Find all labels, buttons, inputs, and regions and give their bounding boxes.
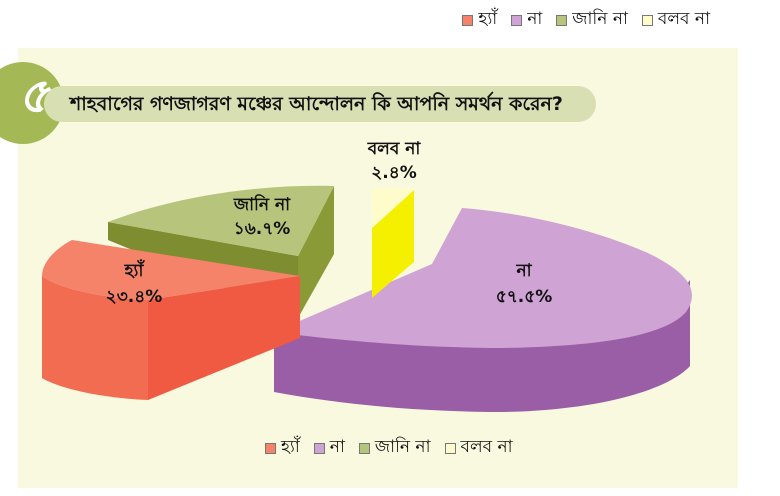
legend-swatch-dont-know: [556, 14, 568, 26]
label-yes-value: ২৩.৪%: [106, 287, 163, 307]
legend-top: হ্যাঁ না জানি না বলব না: [462, 6, 710, 34]
legend-swatch-no: [511, 14, 523, 26]
legend-bottom-item-yes: হ্যাঁ: [265, 434, 300, 462]
legend-bottom: হ্যাঁ না জানি না বলব না: [265, 434, 513, 462]
legend-item-wont-say: বলব না: [641, 6, 710, 34]
slice-yes-front: [148, 276, 300, 400]
legend-bottom-label-yes: হ্যাঁ: [281, 437, 300, 457]
label-dont-know-category: জানি না: [233, 193, 291, 215]
legend-swatch-yes: [462, 14, 474, 26]
slice-yes-side: [42, 276, 148, 400]
label-wont-say-category: বলব না: [367, 139, 422, 159]
legend-item-yes: হ্যাঁ: [462, 6, 497, 34]
legend-bottom-label-dont-know: জানি না: [374, 437, 431, 457]
label-dont-know-value: ১৬.৭%: [234, 219, 291, 239]
legend-bottom-swatch-dont-know: [358, 442, 370, 454]
legend-bottom-item-wont-say: বলব না: [444, 434, 513, 462]
legend-label-no: না: [527, 9, 543, 29]
legend-bottom-item-dont-know: জানি না: [358, 434, 431, 462]
label-no-value: ৫৭.৫%: [496, 287, 553, 307]
legend-item-no: না: [511, 6, 542, 34]
legend-item-dont-know: জানি না: [556, 6, 628, 34]
legend-label-wont-say: বলব না: [657, 9, 710, 29]
slice-wont-say-side: [372, 190, 414, 298]
legend-label-dont-know: জানি না: [572, 9, 628, 29]
label-wont-say-value: ২.৪%: [371, 163, 417, 183]
legend-label-yes: হ্যাঁ: [478, 9, 498, 29]
slice-dont-know-side: [298, 186, 334, 318]
slice-no: [274, 208, 692, 412]
legend-bottom-swatch-no: [313, 442, 325, 454]
legend-bottom-item-no: না: [313, 434, 345, 462]
question-text: শাহবাগের গণজাগরণ মঞ্চের আন্দোলন কি আপনি …: [70, 93, 563, 115]
slice-yes-top: [42, 240, 300, 300]
legend-bottom-label-no: না: [329, 437, 345, 457]
legend-swatch-wont-say: [641, 14, 653, 26]
question-bar: [44, 86, 596, 122]
legend-bottom-swatch-wont-say: [444, 442, 456, 454]
label-no-category: না: [515, 261, 532, 281]
legend-bottom-label-wont-say: বলব না: [460, 437, 513, 457]
slice-wont-say-top: [372, 188, 414, 298]
legend-bottom-swatch-yes: [265, 442, 276, 454]
slice-dont-know-top: [108, 185, 334, 256]
label-yes-category: হ্যাঁ: [124, 259, 146, 281]
question-number: ৫: [18, 68, 50, 124]
slice-wont-say: [372, 188, 414, 298]
slice-no-top: [274, 208, 692, 348]
slice-yes: [42, 240, 300, 400]
